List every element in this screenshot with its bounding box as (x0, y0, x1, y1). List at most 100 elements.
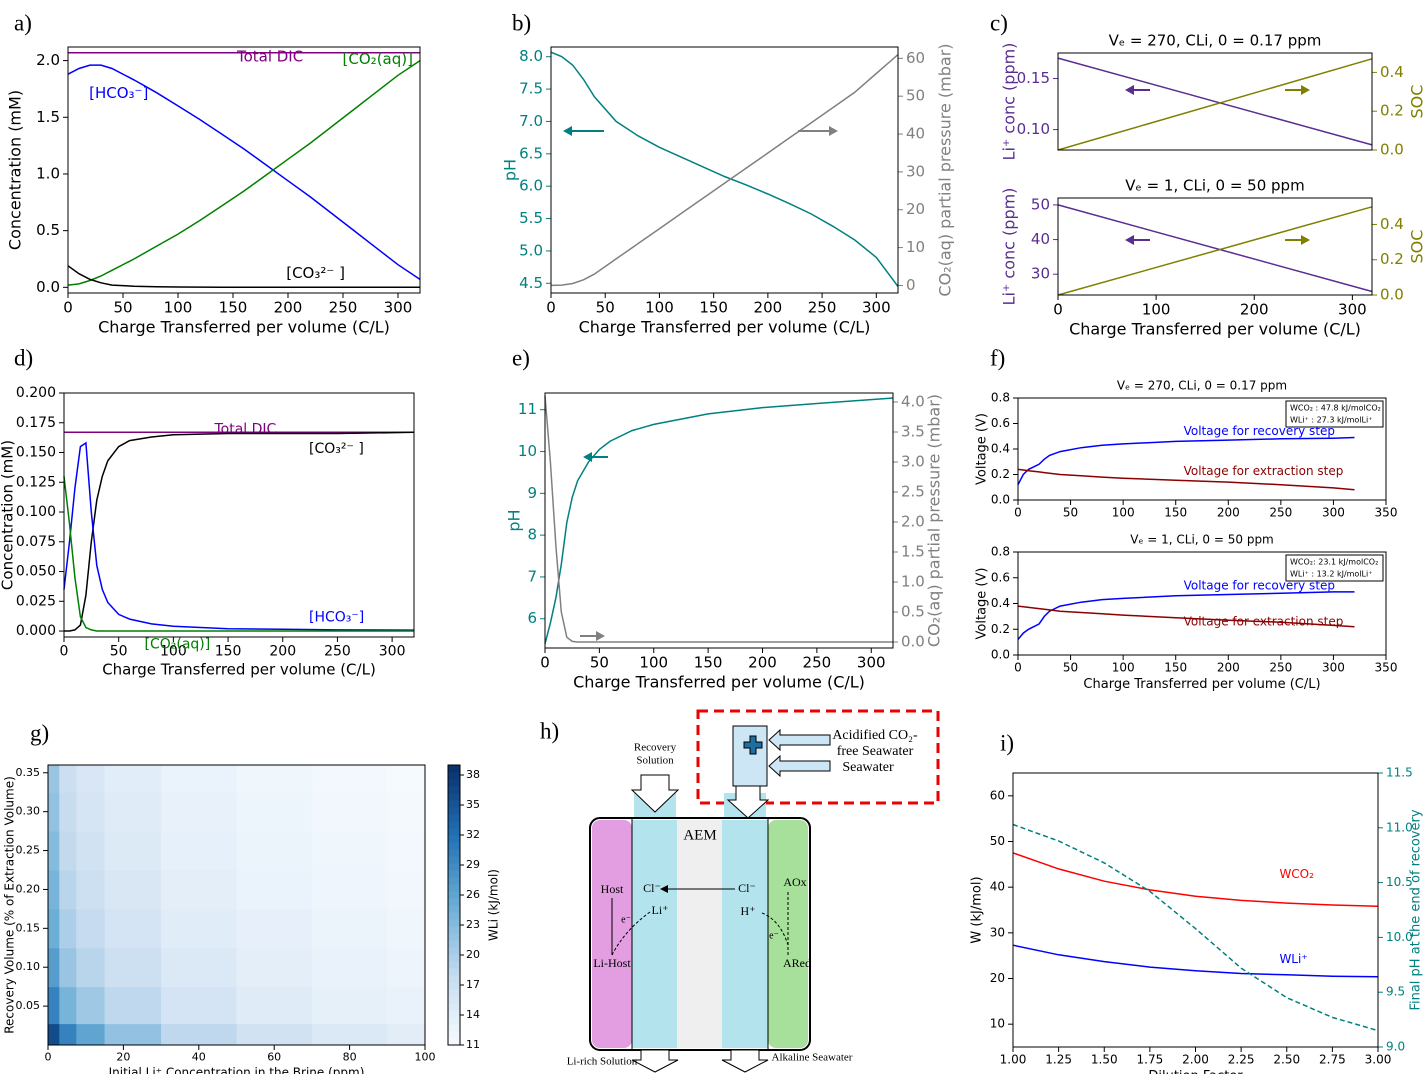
contour-cell (104, 792, 162, 832)
x-tick-label: 200 (1217, 506, 1240, 520)
y-axis-label: Voltage (V) (975, 413, 990, 485)
x-tick-label: 50 (1063, 661, 1078, 675)
plot-frame (63, 392, 415, 638)
x-tick-label: 150 (219, 299, 248, 317)
colorbar-step (448, 926, 460, 934)
series-label: WCO₂ (1279, 867, 1314, 881)
y-tick-label: 6.0 (519, 177, 543, 195)
x-tick-label: 0 (60, 643, 69, 659)
y-tick-label: 60 (990, 788, 1005, 802)
contour-cell (76, 947, 106, 988)
y-tick-label: 7.0 (519, 112, 543, 130)
x-tick-label: 20 (116, 1051, 130, 1064)
y2-tick-label: 0.0 (1380, 286, 1404, 304)
contour-cell (387, 908, 426, 949)
colorbar-step (448, 905, 460, 913)
label: Host (601, 882, 624, 896)
y-tick-label: 10 (518, 442, 537, 460)
series-label: [HCO₃⁻] (309, 609, 364, 625)
contour-cell (311, 765, 388, 793)
axis-arrow-head (1301, 235, 1310, 245)
contour-cell (236, 1023, 313, 1046)
y-tick-label: 0.0 (991, 648, 1010, 662)
y2-axis-label: SOC (1408, 85, 1426, 119)
contour-cell (161, 947, 237, 988)
y-tick-label: 0.15 (1017, 69, 1050, 87)
x-tick-label: 300 (1338, 301, 1367, 319)
contour-cell (48, 986, 60, 1025)
plus-icon (743, 735, 763, 755)
note: WCO₂ : 47.8 kJ/molCO₂ (1290, 404, 1381, 413)
y2-axis-label: CO₂(aq) partial pressure (mbar) (936, 43, 955, 296)
x-tick-label: 100 (164, 299, 193, 317)
contour-cell (104, 908, 162, 949)
contour-cell (311, 870, 388, 910)
plot-frame (1012, 772, 1379, 1048)
label: H⁺ (741, 904, 756, 918)
y2-axis-label: SOC (1408, 230, 1426, 264)
series-line (544, 395, 893, 643)
note-box (1285, 554, 1384, 582)
contour-cell (104, 986, 162, 1025)
colorbar-tick-label: 11 (466, 1038, 480, 1051)
x-tick-label: 0 (63, 299, 73, 317)
colorbar-step (448, 954, 460, 962)
series-line (1012, 944, 1379, 978)
colorbar-step (448, 975, 460, 983)
membrane (677, 820, 722, 1048)
y2-tick-label: 1.5 (901, 543, 925, 561)
contour-cell (76, 831, 106, 871)
y-tick-label: 0.6 (991, 416, 1010, 430)
x-axis-label: Dilution Factor (1148, 1069, 1243, 1074)
colorbar-step (448, 800, 460, 808)
contour-cell (161, 1023, 237, 1046)
plot-frame (67, 46, 421, 294)
contour-cell (76, 792, 106, 832)
y-tick-label: 50 (990, 834, 1005, 848)
note-box (1285, 400, 1384, 428)
contour-cell (59, 1023, 77, 1046)
x-tick-label: 50 (590, 654, 609, 672)
y-axis-label: Recovery Volume (% of Extraction Volume) (3, 776, 17, 1034)
x-tick-label: 300 (1322, 506, 1345, 520)
series-line (1017, 436, 1355, 486)
contour-cell (48, 908, 60, 949)
colorbar-step (448, 1017, 460, 1025)
y-tick-label: 0.10 (1017, 120, 1050, 138)
x-tick-label: 50 (1063, 506, 1078, 520)
y-tick-label: 0.8 (991, 545, 1010, 559)
x-tick-label: 2.00 (1182, 1053, 1209, 1067)
colorbar-step (448, 765, 460, 773)
y-tick-label: 5.5 (519, 209, 543, 227)
axis-arrow-head (1125, 235, 1134, 245)
y-tick-label: 0.5 (36, 221, 60, 239)
panel-label: a) (14, 10, 32, 35)
y2-tick-label: 0.0 (901, 633, 925, 651)
panel-label: f) (990, 345, 1005, 370)
x-tick-label: 0 (45, 1051, 52, 1064)
contour-cell (48, 831, 60, 871)
series-line (1057, 58, 1373, 151)
panel-label: h) (540, 718, 559, 743)
y2-tick-label: 50 (906, 87, 925, 105)
contour-cell (48, 1023, 60, 1046)
y-tick-label: 8.0 (519, 47, 543, 65)
note: WLi⁺ : 13.2 kJ/molLi⁺ (1290, 570, 1372, 579)
colorbar-step (448, 793, 460, 801)
contour-cell (311, 831, 388, 871)
colorbar-step (448, 786, 460, 794)
label: Li-Host (593, 956, 631, 970)
colorbar-step (448, 1024, 460, 1032)
series-label: [HCO₃⁻] (89, 84, 148, 102)
y-tick-label: 0.4 (991, 442, 1010, 456)
chart-title: Vₑ = 1, CLi, 0 = 50 ppm (1125, 177, 1304, 195)
axis-arrow-head (1301, 85, 1310, 95)
contour-cell (387, 986, 426, 1025)
series-line (544, 397, 894, 644)
label: Seawater (842, 760, 894, 775)
plot-frame (1017, 397, 1387, 501)
y-tick-label: 6 (527, 609, 537, 627)
x-tick-label: 100 (639, 654, 668, 672)
contour-cell (48, 947, 60, 988)
contour-cell (387, 765, 426, 793)
